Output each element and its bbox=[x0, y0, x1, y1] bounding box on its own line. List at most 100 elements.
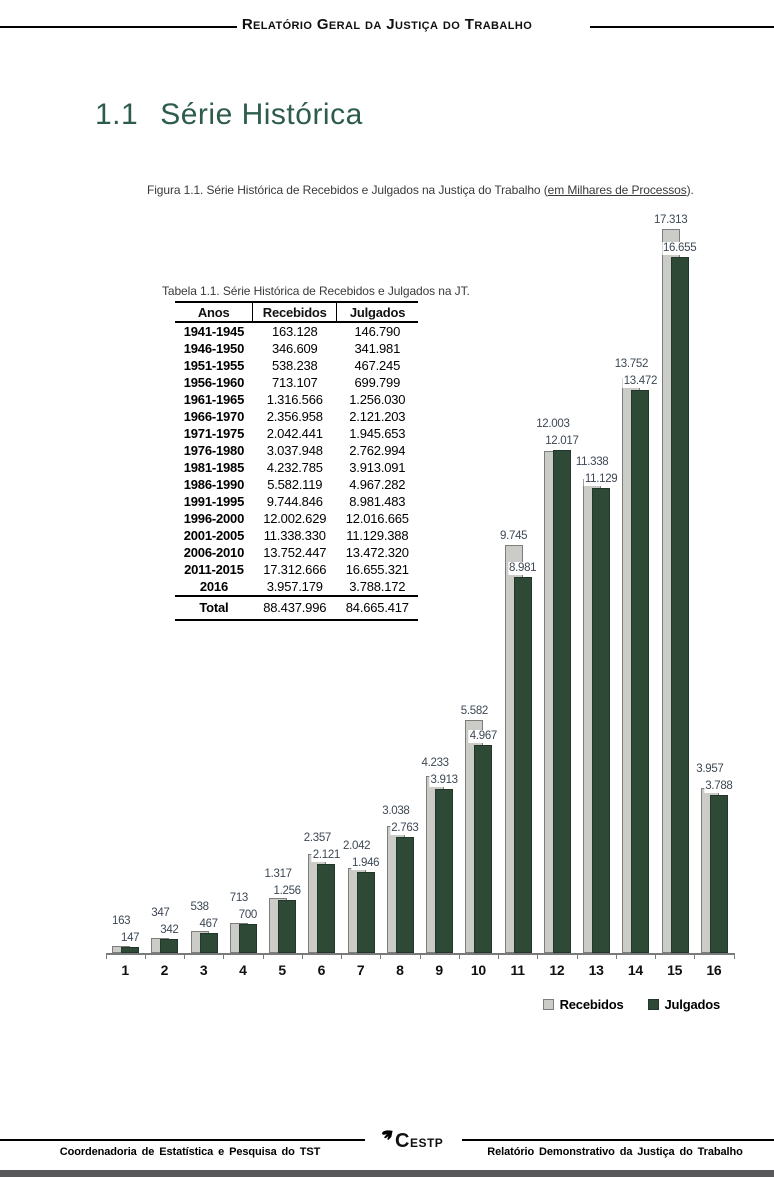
table-row: 1956-1960 713.107 699.799 bbox=[175, 374, 418, 391]
table-cell: 3.037.948 bbox=[266, 443, 323, 458]
x-axis-tick bbox=[184, 953, 185, 959]
footer-rule-right bbox=[462, 1139, 774, 1141]
cestp-logo-text: CESTP bbox=[395, 1130, 444, 1152]
x-axis-category-label: 2 bbox=[160, 962, 169, 978]
table-cell: 1951-1955 bbox=[183, 358, 245, 373]
value-label-julgados: 2.763 bbox=[390, 822, 420, 836]
value-label-recebidos: 538 bbox=[189, 901, 210, 915]
table-title: Tabela 1.1. Série Histórica de Recebidos… bbox=[162, 284, 470, 298]
value-label-julgados: 12.017 bbox=[544, 435, 580, 449]
value-label-recebidos: 12.003 bbox=[535, 418, 571, 432]
table-row: 1996-2000 12.002.629 12.016.665 bbox=[175, 510, 418, 527]
table-cell: 11.129.388 bbox=[346, 528, 409, 543]
value-label-julgados: 342 bbox=[159, 923, 180, 937]
x-axis-tick bbox=[223, 953, 225, 959]
cestp-logo-icon bbox=[380, 1129, 394, 1148]
footer-right-text: Relatório Demonstrativo da Justiça do Tr… bbox=[487, 1146, 743, 1158]
total-julgados-value: 84.665.417 bbox=[336, 595, 418, 621]
table-cell: 1996-2000 bbox=[183, 511, 245, 526]
x-axis-tick bbox=[341, 953, 342, 959]
x-axis-category-label: 7 bbox=[356, 962, 365, 978]
value-label-julgados: 11.129 bbox=[583, 472, 619, 486]
table-cell: 4.967.282 bbox=[349, 477, 406, 492]
value-label-recebidos: 2.357 bbox=[302, 832, 333, 846]
value-label-recebidos: 1.317 bbox=[263, 868, 293, 882]
x-axis-tick bbox=[458, 953, 460, 959]
x-axis-category-label: 3 bbox=[199, 962, 208, 978]
footer-left-text: Coordenadoria de Estatística e Pesquisa … bbox=[59, 1146, 321, 1158]
figure-caption-text: Figura 1.1. Série Histórica de Recebidos… bbox=[147, 183, 548, 197]
table-cell: 2006-2010 bbox=[183, 545, 245, 560]
value-label-julgados: 4.967 bbox=[468, 730, 499, 744]
table-cell: 3.913.091 bbox=[349, 460, 406, 475]
header-rule-left bbox=[0, 26, 237, 28]
column-header-anos: Anos bbox=[175, 302, 253, 323]
x-axis-tick bbox=[576, 953, 578, 959]
table-row: 2001-2005 11.338.330 11.129.388 bbox=[175, 527, 418, 544]
table-cell: 16.655.321 bbox=[345, 562, 409, 577]
x-axis-category-label: 10 bbox=[470, 962, 486, 978]
legend-item-julgados: Julgados bbox=[647, 997, 721, 1012]
total-recebidos-value: 88.437.996 bbox=[252, 595, 337, 621]
bar-julgados bbox=[199, 933, 218, 953]
value-label-recebidos: 11.338 bbox=[574, 455, 610, 469]
value-label-recebidos: 347 bbox=[150, 906, 171, 920]
table-cell: 1.316.566 bbox=[266, 392, 323, 407]
value-label-recebidos: 3.038 bbox=[381, 805, 411, 819]
table-cell: 2.121.203 bbox=[349, 409, 406, 424]
table-row: 1976-1980 3.037.948 2.762.994 bbox=[175, 442, 418, 459]
table-cell: 12.016.665 bbox=[345, 511, 409, 526]
table-cell: 713.107 bbox=[271, 375, 318, 390]
table-cell: 12.002.629 bbox=[263, 511, 327, 526]
bar-julgados bbox=[395, 837, 414, 953]
column-header-julgados: Julgados bbox=[336, 302, 418, 323]
table-body: 1941-1945 163.128 146.790 1946-1950 346.609 3… bbox=[175, 322, 418, 596]
bar-julgados bbox=[474, 745, 493, 953]
table-cell: 1981-1985 bbox=[183, 460, 245, 475]
table-cell: 4.232.785 bbox=[266, 460, 323, 475]
x-axis-tick bbox=[498, 953, 499, 959]
bar-julgados bbox=[435, 789, 454, 953]
bar-julgados bbox=[121, 946, 140, 953]
footer-rule-left bbox=[0, 1139, 365, 1141]
table-cell: 13.752.447 bbox=[263, 545, 327, 560]
table-cell: 346.609 bbox=[271, 341, 318, 356]
value-label-julgados: 1.256 bbox=[272, 885, 302, 899]
table-cell: 8.981.483 bbox=[349, 494, 406, 509]
table-cell: 1956-1960 bbox=[183, 375, 245, 390]
bar-julgados bbox=[317, 864, 336, 953]
value-label-julgados: 700 bbox=[237, 908, 259, 922]
x-axis-category-label: 1 bbox=[121, 962, 129, 978]
table-cell: 11.338.330 bbox=[263, 528, 326, 543]
table-row: 2016 3.957.179 3.788.172 bbox=[175, 578, 418, 596]
bar-julgados bbox=[592, 487, 611, 953]
table-row: 1966-1970 2.356.958 2.121.203 bbox=[175, 408, 418, 425]
bar-julgados bbox=[552, 450, 571, 953]
cestp-logo: CESTP bbox=[380, 1129, 450, 1152]
value-label-recebidos: 17.313 bbox=[652, 214, 689, 227]
value-label-recebidos: 4.233 bbox=[420, 757, 450, 771]
table-cell: 146.790 bbox=[354, 324, 401, 339]
table-cell: 1941-1945 bbox=[183, 324, 245, 339]
table-cell: 2.356.958 bbox=[266, 409, 323, 424]
value-label-julgados: 13.472 bbox=[622, 374, 659, 388]
table-cell: 1986-1990 bbox=[183, 477, 245, 492]
x-axis-category-label: 4 bbox=[239, 962, 247, 978]
column-header-recebidos: Recebidos bbox=[252, 302, 337, 323]
section-title: Série Histórica bbox=[160, 98, 363, 131]
table-cell: 3.957.179 bbox=[266, 579, 323, 594]
bar-julgados bbox=[709, 794, 728, 953]
value-label-julgados: 3.913 bbox=[429, 774, 459, 788]
table-cell: 2.762.994 bbox=[349, 443, 406, 458]
value-label-julgados: 3.788 bbox=[704, 779, 734, 793]
value-label-julgados: 1.946 bbox=[350, 856, 381, 870]
legend-label: Julgados bbox=[664, 997, 721, 1012]
table-row: 1971-1975 2.042.441 1.945.653 bbox=[175, 425, 418, 442]
table-cell: 2001-2005 bbox=[183, 528, 245, 543]
chart-legend: Recebidos Julgados bbox=[542, 997, 721, 1012]
legend-item-recebidos: Recebidos bbox=[542, 997, 624, 1012]
table-row: 2011-2015 17.312.666 16.655.321 bbox=[175, 561, 418, 578]
table-row: 1991-1995 9.744.846 8.981.483 bbox=[175, 493, 418, 510]
